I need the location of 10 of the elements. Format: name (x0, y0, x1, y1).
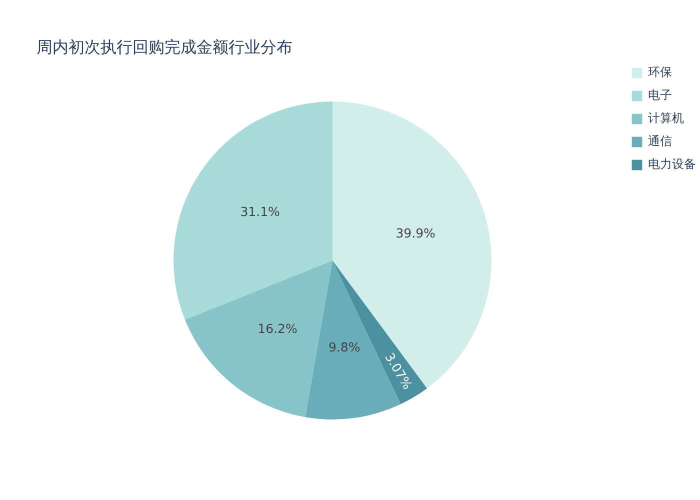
data-label: 16.2% (258, 320, 298, 336)
legend-label: 计算机 (648, 110, 684, 127)
legend-label: 电子 (648, 87, 672, 104)
data-label: 31.1% (240, 204, 280, 220)
legend-label: 通信 (648, 133, 672, 150)
legend-label: 环保 (648, 64, 672, 81)
data-label: 9.8% (328, 340, 360, 355)
data-label: 39.9% (396, 226, 436, 241)
legend-label: 电力设备 (648, 156, 696, 173)
chart-title: 周内初次执行回购完成金额行业分布 (36, 38, 292, 56)
